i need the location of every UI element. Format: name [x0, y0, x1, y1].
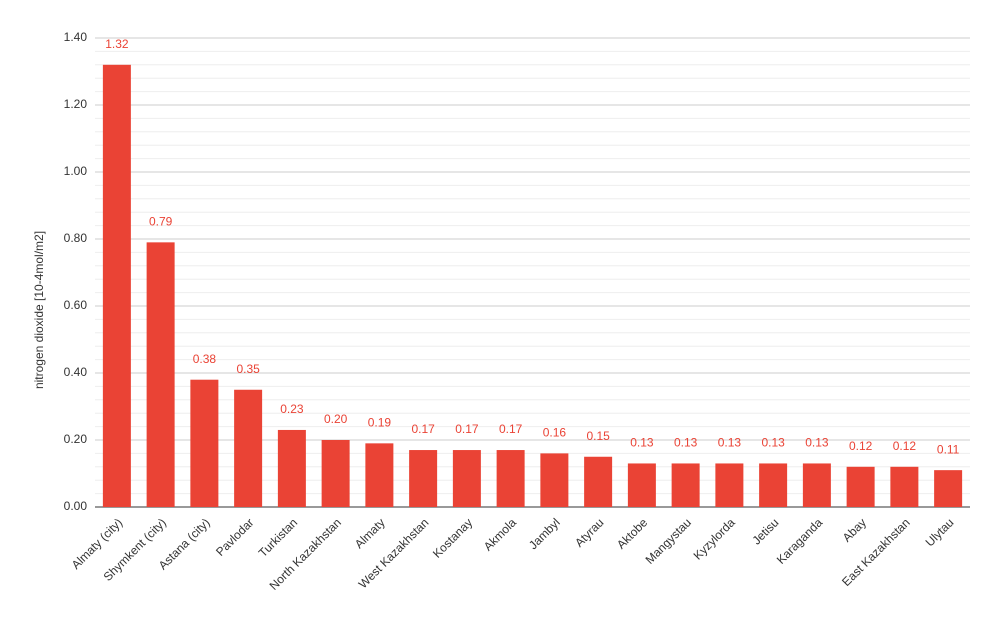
y-tick-label: 1.20 [64, 97, 88, 111]
value-label: 0.15 [586, 429, 610, 443]
value-label: 0.19 [368, 416, 392, 430]
bar [452, 450, 481, 507]
bar [890, 466, 919, 507]
value-label: 0.12 [893, 439, 917, 453]
bar [190, 379, 219, 507]
value-label: 1.32 [105, 37, 129, 51]
value-label: 0.13 [761, 436, 785, 450]
bar [321, 440, 350, 507]
value-label: 0.38 [193, 352, 217, 366]
bar [584, 456, 613, 507]
value-label: 0.11 [937, 442, 960, 456]
x-tick-label: Almaty [352, 515, 388, 551]
bar [802, 463, 831, 507]
bar [715, 463, 744, 507]
value-label: 0.12 [849, 439, 873, 453]
value-label: 0.17 [499, 422, 523, 436]
value-label: 0.13 [805, 436, 829, 450]
bar [409, 450, 438, 507]
bar [627, 463, 656, 507]
x-tick-label: Jetisu [749, 515, 781, 547]
bar [146, 242, 175, 507]
bar [234, 389, 263, 507]
x-tick-label: Ulytau [923, 515, 957, 549]
value-label: 0.23 [280, 402, 304, 416]
bar [102, 64, 131, 508]
bar [934, 470, 963, 507]
x-tick-label: Abay [840, 515, 869, 544]
bar [540, 453, 569, 507]
x-tick-label: Jambyl [526, 515, 563, 552]
x-tick-label: Atyrau [572, 515, 606, 549]
bar [365, 443, 394, 507]
value-label: 0.35 [236, 362, 260, 376]
value-label: 0.79 [149, 215, 173, 229]
x-tick-label: Mangystau [643, 515, 694, 566]
x-tick-label: Turkistan [256, 515, 300, 559]
value-label: 0.17 [411, 422, 435, 436]
bar [846, 466, 875, 507]
value-label: 0.13 [718, 436, 742, 450]
value-label: 0.17 [455, 422, 479, 436]
y-tick-label: 1.40 [64, 30, 88, 44]
bar [496, 450, 525, 507]
y-tick-label: 0.00 [64, 499, 88, 513]
x-tick-label: Kostanay [430, 515, 475, 560]
x-tick-label: Kyzylorda [691, 515, 738, 562]
value-label: 0.16 [543, 426, 567, 440]
bar [277, 429, 306, 507]
value-label: 0.13 [630, 436, 654, 450]
y-tick-label: 1.00 [64, 164, 88, 178]
x-tick-label: Akmola [481, 515, 519, 553]
y-axis-label: nitrogen dioxide [10-4mol/m2] [32, 231, 46, 389]
bar [759, 463, 788, 507]
value-label: 0.20 [324, 412, 348, 426]
y-tick-label: 0.60 [64, 298, 88, 312]
y-tick-label: 0.40 [64, 365, 88, 379]
y-tick-label: 0.20 [64, 432, 88, 446]
bar [671, 463, 700, 507]
x-tick-label: Karaganda [774, 515, 826, 567]
x-tick-label: Pavlodar [213, 515, 256, 558]
x-tick-label: Aktobe [614, 515, 651, 552]
y-tick-label: 0.80 [64, 231, 88, 245]
value-label: 0.13 [674, 436, 698, 450]
